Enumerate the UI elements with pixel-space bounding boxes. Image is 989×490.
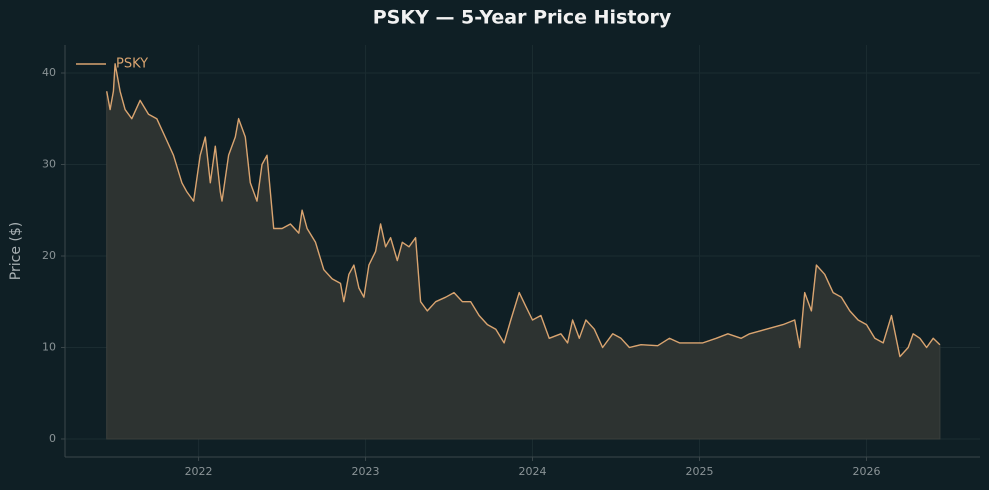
chart-title: PSKY — 5-Year Price History (373, 7, 672, 29)
y-tick-label: 0 (49, 432, 56, 445)
x-tick-label: 2024 (519, 465, 547, 478)
x-tick-label: 2023 (352, 465, 380, 478)
x-tick-label: 2026 (852, 465, 880, 478)
y-tick-label: 10 (42, 340, 56, 353)
y-axis-label: Price ($) (8, 222, 24, 280)
line (106, 63, 941, 358)
y-tick-label: 20 (42, 249, 56, 262)
x-tick-label: 2025 (685, 465, 713, 478)
legend-label: PSKY (116, 57, 148, 72)
y-tick-label: 40 (42, 66, 56, 79)
x-tick-label: 2022 (185, 465, 213, 478)
y-tick-label: 30 (42, 157, 56, 170)
